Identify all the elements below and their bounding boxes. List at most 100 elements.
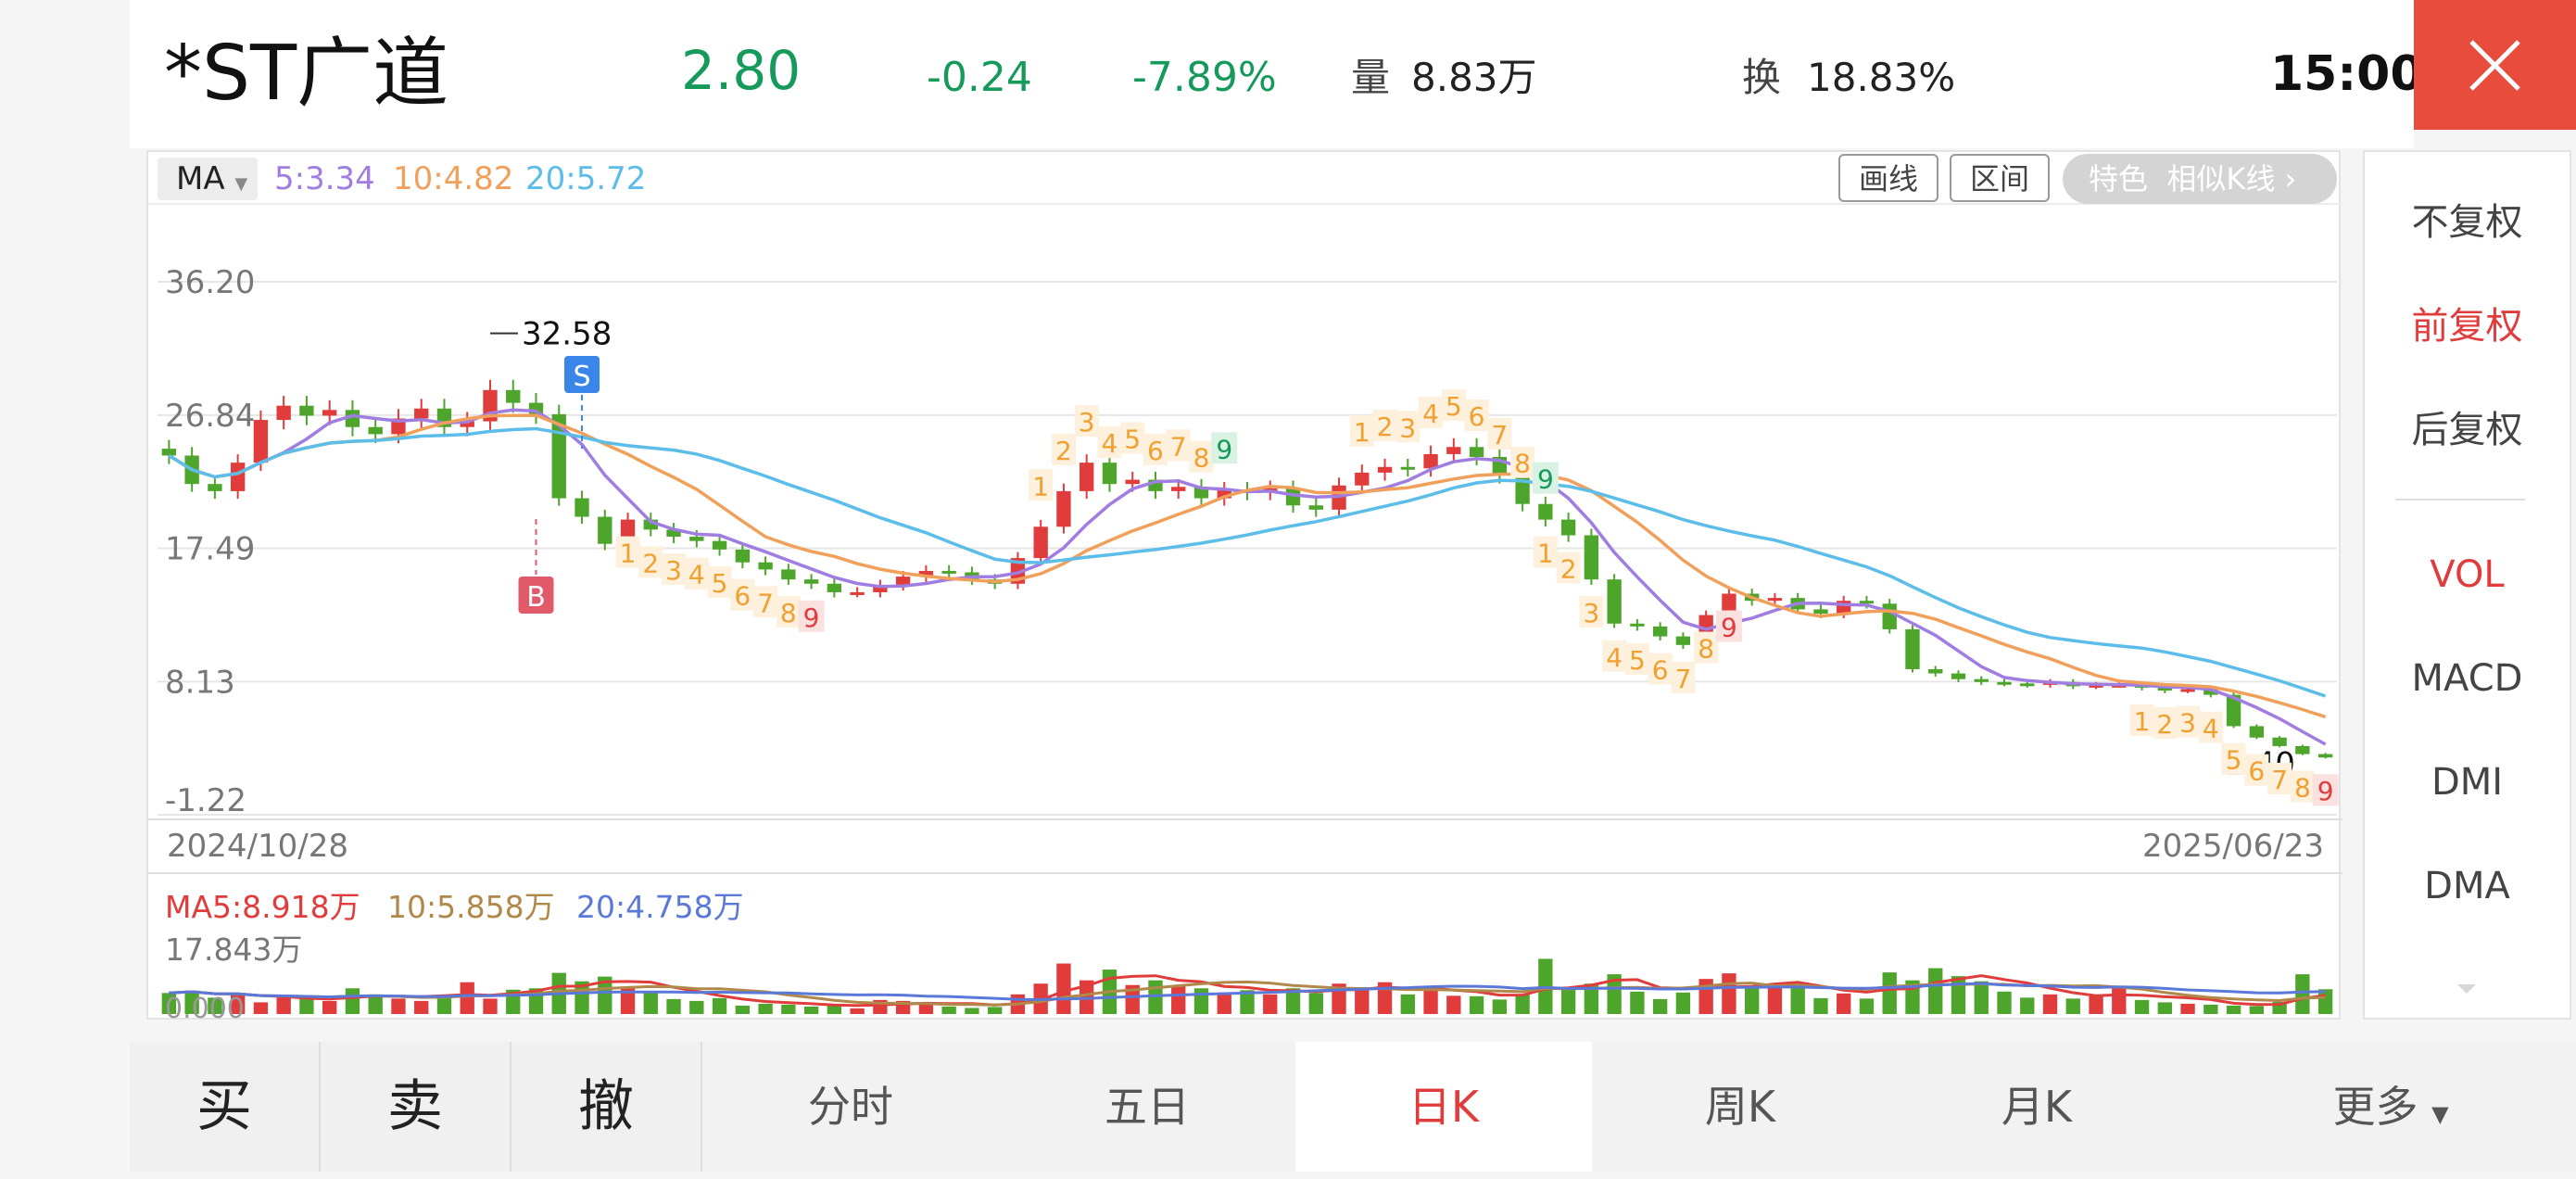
candle-body	[598, 516, 612, 544]
seq-count-badge	[1694, 631, 1719, 664]
seq-count-label: 5	[1629, 645, 1646, 676]
candle-body	[1400, 466, 1415, 470]
indicator-macd[interactable]: MACD	[2411, 657, 2523, 700]
candle-body	[345, 410, 360, 427]
candle-body	[2317, 754, 2333, 758]
no-adjust-option[interactable]: 不复权	[2411, 201, 2523, 244]
chevron-down-icon[interactable]	[2446, 977, 2487, 1003]
candle-body	[827, 583, 842, 592]
volume-ma5-line	[169, 974, 2326, 1008]
candle-body	[873, 585, 888, 592]
candle-body	[689, 537, 704, 541]
volume-bar	[276, 997, 291, 1014]
volume-bar	[483, 998, 498, 1014]
seq-count-label: 7	[1170, 431, 1187, 462]
volume-bar	[1744, 988, 1760, 1014]
candle-body	[1928, 668, 1943, 674]
candle-body	[1308, 505, 1323, 510]
seq-count-label: 4	[688, 560, 705, 590]
volume-bar	[1308, 993, 1323, 1014]
seq-count-badge	[684, 557, 709, 590]
volume-bar	[1837, 993, 1851, 1014]
seq-count-badge	[1487, 417, 1512, 450]
volume-value: 8.83万	[1411, 55, 1537, 100]
ma20-value: 20:5.72	[525, 160, 647, 197]
candle-body	[1080, 463, 1094, 491]
seq-count-badge	[638, 546, 663, 578]
volume-bar	[735, 1005, 751, 1014]
seq-count-label: 8	[780, 598, 797, 628]
indicator-vol[interactable]: VOL	[2430, 553, 2505, 596]
seq-count-label: 9	[803, 602, 820, 633]
seq-count-badge	[1120, 422, 1145, 454]
buy-button[interactable]: 买	[130, 1042, 319, 1172]
indicator-dmi[interactable]: DMI	[2431, 761, 2504, 804]
y-tick-label: 26.84	[165, 398, 255, 435]
tab-weekly-k[interactable]: 周K	[1704, 1082, 1776, 1132]
buy-signal-label: B	[526, 581, 546, 614]
forward-adjust-option[interactable]: 前复权	[2411, 305, 2523, 348]
candle-body	[643, 519, 658, 530]
candle-body	[1974, 678, 1989, 682]
quote-time: 15:00	[2270, 46, 2424, 102]
candle-body	[803, 579, 819, 584]
volume-bar	[1882, 972, 1897, 1014]
candle-body	[2249, 726, 2265, 738]
indicator-dma[interactable]: DMA	[2424, 865, 2510, 907]
volume-ma20-label: 20:4.758万	[576, 889, 744, 925]
tab-daily-k[interactable]: 日K	[1295, 1042, 1592, 1172]
seq-count-label: 1	[1032, 471, 1049, 501]
volume-bar	[345, 988, 360, 1014]
seq-count-badge	[753, 586, 778, 618]
seq-count-badge	[2267, 762, 2292, 794]
seq-count-badge	[662, 553, 687, 586]
draw-line-button[interactable]: 画线	[1838, 154, 1938, 202]
tab-monthly-k[interactable]: 月K	[2001, 1082, 2073, 1132]
candle-body	[368, 426, 383, 435]
candle-body	[1102, 463, 1118, 485]
caret-down-icon: ▼	[234, 174, 248, 194]
seq-count-label: 6	[1652, 655, 1669, 686]
volume-bar	[965, 1008, 979, 1014]
kline-chart-panel[interactable]: 36.2026.8417.498.13-1.2232.582.40SB12345…	[146, 150, 2342, 1021]
similar-kline-button[interactable]: 特色 相似K线 ›	[2063, 154, 2337, 204]
similar-kline-label: 相似K线 ›	[2166, 161, 2297, 196]
seq-count-label: 5	[1446, 391, 1462, 422]
tab-five-day[interactable]: 五日	[1105, 1082, 1190, 1132]
sell-button[interactable]: 卖	[321, 1042, 510, 1172]
ma5-value: 5:3.34	[274, 160, 375, 197]
candle-body	[253, 420, 269, 463]
seq-count-label: 9	[1216, 434, 1232, 464]
ma5-line	[168, 408, 2327, 746]
volume-bar	[1492, 999, 1508, 1014]
candle-body	[1217, 489, 1231, 499]
seq-count-label: 5	[2226, 744, 2242, 775]
y-tick-label: 36.20	[165, 264, 255, 301]
candle-body	[1859, 601, 1875, 604]
tab-more[interactable]: 更多 ▼	[2224, 1042, 2557, 1172]
close-button[interactable]	[2414, 0, 2576, 130]
backward-adjust-option[interactable]: 后复权	[2411, 409, 2523, 451]
last-price: 2.80	[681, 39, 802, 102]
seq-count-label: 7	[1491, 420, 1508, 450]
candle-body	[666, 529, 681, 538]
volume-bar	[2249, 1006, 2265, 1014]
cancel-order-button[interactable]: 撤	[511, 1042, 701, 1172]
tab-intraday[interactable]: 分时	[808, 1082, 893, 1132]
seq-nine-badge	[1211, 432, 1238, 464]
seq-count-badge	[1648, 653, 1673, 685]
seq-count-badge	[1349, 414, 1374, 447]
interval-button[interactable]: 区间	[1950, 154, 2050, 202]
turnover-label: 换	[1742, 55, 1782, 100]
candle-body	[1423, 453, 1438, 469]
seq-count-label: 4	[1422, 399, 1439, 429]
seq-count-label: 3	[1399, 412, 1416, 443]
candle-body	[1607, 579, 1622, 624]
kline-chart[interactable]: 36.2026.8417.498.13-1.2232.582.40SB12345…	[148, 152, 2342, 1021]
start-date-label: 2024/10/28	[167, 828, 348, 865]
ma-indicator-select[interactable]: MA ▼	[158, 158, 258, 200]
divider	[510, 1042, 511, 1172]
seq-count-badge	[707, 565, 732, 598]
seq-count-badge	[615, 536, 640, 568]
volume-bar	[758, 1003, 773, 1014]
